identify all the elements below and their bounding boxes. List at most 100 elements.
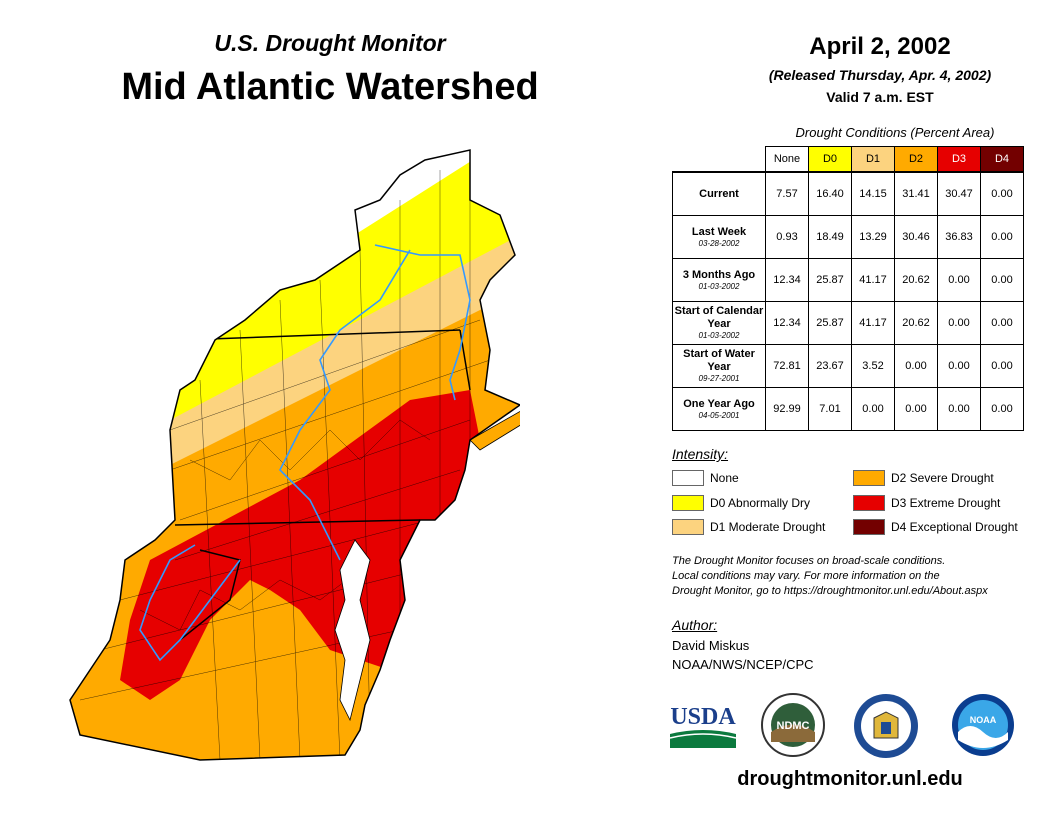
table-cell: 25.87 — [808, 301, 852, 345]
valid-time: Valid 7 a.m. EST — [826, 89, 934, 105]
legend-label: D2 Severe Drought — [891, 471, 994, 485]
note-line: The Drought Monitor focuses on broad-sca… — [672, 555, 946, 567]
author-label: Author: — [672, 617, 718, 633]
table-cell: 41.17 — [851, 301, 895, 345]
legend-swatch — [672, 470, 704, 486]
row-date: 01-03-2002 — [698, 281, 740, 291]
table-cell: 72.81 — [765, 344, 809, 388]
website-url[interactable]: droughtmonitor.unl.edu — [737, 768, 963, 790]
table-cell: 30.46 — [894, 215, 938, 259]
table-cell: 25.87 — [808, 258, 852, 302]
legend-item-d2: D2 Severe Drought — [853, 470, 994, 486]
table-cell: 36.83 — [937, 215, 981, 259]
legend-swatch — [672, 519, 704, 535]
noaa-logo: NOAA — [952, 694, 1014, 756]
table-cell: 13.29 — [851, 215, 895, 259]
legend-item-d4: D4 Exceptional Drought — [853, 519, 1018, 535]
table-caption: Drought Conditions (Percent Area) — [795, 125, 995, 140]
row-label: 3 Months Ago 01-03-2002 — [672, 258, 766, 302]
legend-swatch — [853, 470, 885, 486]
table-cell: 30.47 — [937, 171, 981, 216]
legend-swatch — [853, 495, 885, 511]
legend-title: Intensity: — [672, 446, 729, 462]
column-header: None — [765, 146, 809, 173]
region-outline — [69, 149, 520, 761]
svg-text:NDMC: NDMC — [777, 720, 810, 732]
table-cell: 92.99 — [765, 387, 809, 431]
chesapeake-bay — [334, 539, 371, 722]
legend-item-d3: D3 Extreme Drought — [853, 495, 1000, 511]
table-cell: 0.00 — [980, 171, 1024, 216]
column-header: D4 — [980, 146, 1024, 173]
svg-text:NOAA: NOAA — [970, 715, 997, 725]
table-row: One Year Ago 04-05-2001 92.99 7.01 0.00 0… — [672, 387, 1024, 431]
row-label: One Year Ago 04-05-2001 — [672, 387, 766, 431]
release-date: (Released Thursday, Apr. 4, 2002) — [768, 67, 992, 83]
row-label: Start of Water Year 09-27-2001 — [672, 344, 766, 388]
table-row: 3 Months Ago 01-03-2002 12.34 25.87 41.17… — [672, 258, 1024, 302]
table-cell: 23.67 — [808, 344, 852, 388]
usda-logo: USDA — [669, 704, 736, 748]
legend-item-none: None — [672, 470, 739, 486]
table-cell: 31.41 — [894, 171, 938, 216]
table-cell: 0.00 — [894, 387, 938, 431]
long-island — [469, 410, 520, 451]
table-cell: 20.62 — [894, 301, 938, 345]
legend-swatch — [672, 495, 704, 511]
table-cell: 7.01 — [808, 387, 852, 431]
legend-label: D1 Moderate Drought — [710, 520, 826, 534]
table-cell: 0.00 — [980, 387, 1024, 431]
author-organization: NOAA/NWS/NCEP/CPC — [672, 657, 814, 672]
row-label: Last Week 03-28-2002 — [672, 215, 766, 259]
row-date: 04-05-2001 — [698, 410, 740, 420]
table-cell: 0.00 — [980, 301, 1024, 345]
disclaimer-note: The Drought Monitor focuses on broad-sca… — [672, 554, 1052, 599]
doc-seal-logo — [854, 694, 918, 758]
map-date: April 2, 2002 — [809, 33, 951, 60]
table-cell: 0.00 — [937, 301, 981, 345]
legend-item-d1: D1 Moderate Drought — [672, 519, 825, 535]
table-cell: 0.00 — [894, 344, 938, 388]
table-cell: 0.00 — [851, 387, 895, 431]
svg-text:USDA: USDA — [670, 704, 736, 730]
table-cell: 18.49 — [808, 215, 852, 259]
legend-label: D0 Abnormally Dry — [710, 496, 811, 510]
table-row: Current 7.57 16.40 14.15 31.41 30.47 0.0… — [672, 171, 1024, 216]
table-cell: 0.00 — [937, 258, 981, 302]
table-cell: 0.00 — [980, 258, 1024, 302]
table-cell: 0.00 — [980, 215, 1024, 259]
row-label: Start of Calendar Year 01-03-2002 — [672, 301, 766, 345]
column-header: D3 — [937, 146, 981, 173]
drought-conditions-table: None D0 D1 D2 D3 D4 Current 7.57 16.40 1… — [672, 146, 1024, 431]
map-title: Mid Atlantic Watershed — [121, 66, 539, 108]
legend-label: None — [710, 471, 739, 485]
note-line: Local conditions may vary. For more info… — [672, 570, 940, 582]
map-d3-area — [120, 390, 480, 700]
table-cell: 41.17 — [851, 258, 895, 302]
drought-map — [69, 149, 520, 761]
table-cell: 0.93 — [765, 215, 809, 259]
table-cell: 16.40 — [808, 171, 852, 216]
note-line: Drought Monitor, go to https://droughtmo… — [672, 585, 988, 597]
table-cell: 0.00 — [937, 344, 981, 388]
table-row: Last Week 03-28-2002 0.93 18.49 13.29 30.… — [672, 215, 1024, 259]
ndmc-logo: NDMC — [761, 693, 825, 757]
row-date: 03-28-2002 — [698, 238, 740, 248]
table-row: Start of Water Year 09-27-2001 72.81 23.6… — [672, 344, 1024, 388]
row-label: Current — [672, 171, 766, 216]
column-header: D2 — [894, 146, 938, 173]
table-cell: 0.00 — [980, 344, 1024, 388]
table-cell: 12.34 — [765, 301, 809, 345]
table-cell: 14.15 — [851, 171, 895, 216]
author-name: David Miskus — [672, 638, 750, 653]
column-header: D0 — [808, 146, 852, 173]
table-cell: 20.62 — [894, 258, 938, 302]
legend-label: D3 Extreme Drought — [891, 496, 1001, 510]
table-row: Start of Calendar Year 01-03-2002 12.34 2… — [672, 301, 1024, 345]
legend-item-d0: D0 Abnormally Dry — [672, 495, 810, 511]
table-corner — [673, 147, 766, 173]
table-cell: 3.52 — [851, 344, 895, 388]
legend-label: D4 Exceptional Drought — [891, 520, 1018, 534]
table-cell: 7.57 — [765, 171, 809, 216]
column-header: D1 — [851, 146, 895, 173]
